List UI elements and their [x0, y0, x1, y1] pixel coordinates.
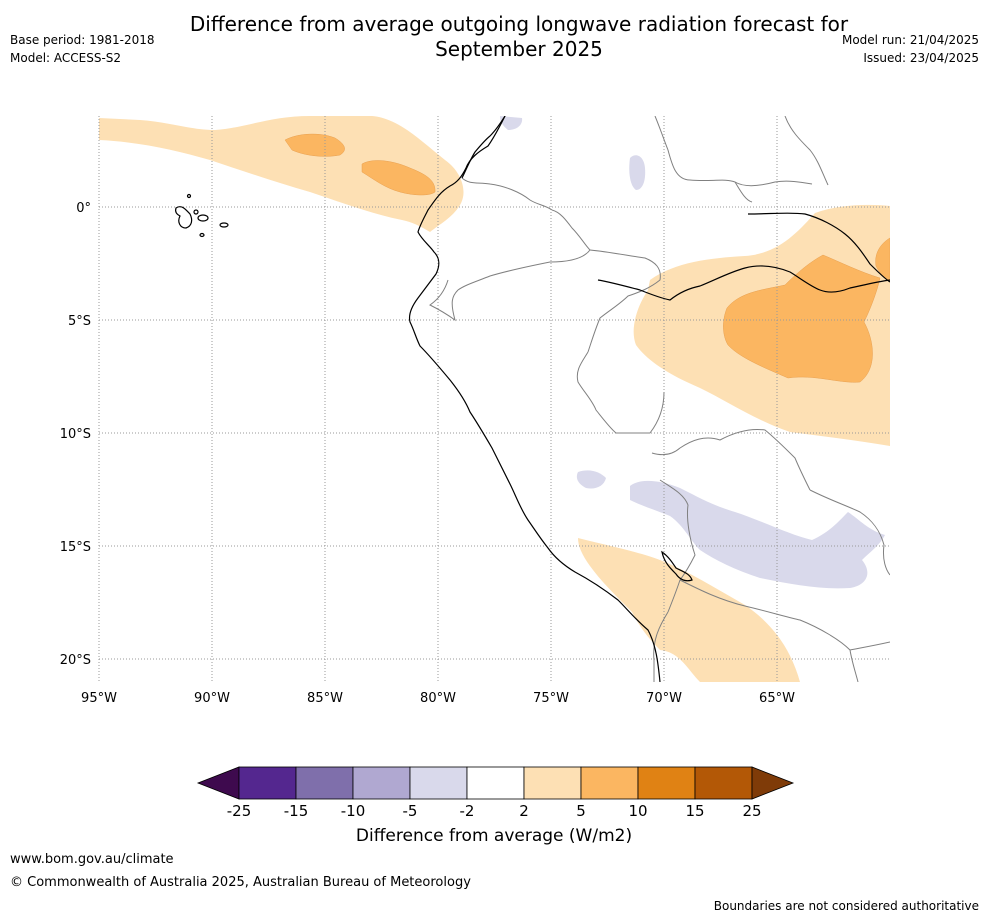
meta-right: Model run: 21/04/2025 Issued: 23/04/2025: [842, 31, 979, 67]
colorbar-swatch: [694, 766, 753, 800]
island-santiago: [193, 209, 199, 215]
border-peru-brazil: [576, 351, 665, 434]
anomaly-field: [99, 116, 890, 682]
lon-label-95w: 95°W: [81, 691, 117, 706]
lat-label-20s: 20°S: [60, 653, 91, 668]
colorbar-tick-label: -5: [403, 802, 418, 820]
colorbar-tick-label: -2: [460, 802, 475, 820]
country-borders: [429, 116, 890, 682]
border-bolivia-west: [659, 479, 696, 613]
colorbar-tick-label: 10: [628, 802, 647, 820]
coastlines: [408, 116, 890, 682]
anomaly-region-pacific-core-1: [284, 133, 345, 157]
colorbar-tick-label: 5: [576, 802, 586, 820]
lon-label-80w: 80°W: [420, 691, 456, 706]
border-colombia-venezuela: [654, 116, 753, 203]
colorbar-tick-label: 2: [519, 802, 529, 820]
lon-label-75w: 75°W: [533, 691, 569, 706]
issued-date: Issued: 23/04/2025: [863, 51, 979, 65]
colorbar-tick-label: -15: [284, 802, 309, 820]
anomaly-region-north-pacific: [99, 116, 464, 232]
colorbar-swatch: [295, 766, 354, 800]
galapagos-islands: [175, 193, 229, 238]
island-isabela: [175, 206, 193, 229]
anomaly-region-bolivia-neg: [630, 480, 885, 589]
border-chile-argentina: [653, 611, 669, 682]
longitude-labels: 95°W 90°W 85°W 80°W 75°W 70°W 65°W: [81, 691, 795, 706]
anomaly-region-south-andes: [578, 538, 800, 682]
lake-titicaca: [661, 550, 693, 582]
colorbar-swatch: [352, 766, 411, 800]
border-venezuela-brazil: [734, 180, 813, 187]
title-line-1: Difference from average outgoing longwav…: [189, 12, 849, 36]
island-floreana: [199, 232, 205, 238]
river-amazon: [597, 265, 890, 301]
title-line-2: September 2025: [435, 37, 603, 61]
lon-label-70w: 70°W: [646, 691, 682, 706]
colorbar-arrow-low: [196, 766, 240, 800]
border-peru-bolivia: [651, 429, 811, 491]
anomaly-region-amazon-core: [723, 254, 881, 383]
colorbar-swatch: [523, 766, 582, 800]
colorbar-tick-label: -25: [227, 802, 252, 820]
website-link[interactable]: www.bom.gov.au/climate: [10, 852, 174, 867]
border-bolivia-brazil-east: [809, 489, 890, 576]
border-venezuela-guyana: [784, 116, 829, 186]
colorbar-swatch: [409, 766, 468, 800]
disclaimer-text: Boundaries are not considered authoritat…: [713, 899, 979, 913]
coastline-caribbean: [461, 116, 506, 179]
lat-label-15s: 15°S: [60, 540, 91, 555]
lat-label-5s: 5°S: [68, 314, 91, 329]
border-bolivia-south: [679, 579, 859, 682]
colorbar-swatch: [466, 766, 525, 800]
model-name: Model: ACCESS-S2: [10, 51, 122, 65]
latitude-labels: 0° 5°S 10°S 15°S 20°S: [60, 201, 91, 668]
map-title: Difference from average outgoing longwav…: [160, 12, 878, 62]
colorbar-swatch: [580, 766, 639, 800]
colorbar-label: Difference from average (W/m2): [355, 826, 633, 846]
island-santa-cruz: [197, 214, 209, 222]
island-pinta: [186, 193, 192, 199]
colorbar-tick-label: -10: [341, 802, 366, 820]
river-negro: [747, 212, 890, 283]
lon-label-90w: 90°W: [194, 691, 230, 706]
coastline-pacific-south-america: [408, 116, 661, 682]
base-period: Base period: 1981-2018: [10, 33, 155, 47]
lon-label-65w: 65°W: [759, 691, 795, 706]
anomaly-region-caribbean-neg: [500, 116, 523, 130]
lon-label-85w: 85°W: [307, 691, 343, 706]
lat-label-0: 0°: [76, 201, 91, 216]
colorbar: -25 -15 -10 -5 -2 2 5 10 15 25: [196, 766, 795, 820]
model-run: Model run: 21/04/2025: [841, 33, 979, 47]
anomaly-region-pacific-core-2: [361, 160, 436, 196]
colorbar-tick-label: 25: [742, 802, 761, 820]
colorbar-swatch: [238, 766, 297, 800]
border-colombia-ecuador: [461, 177, 553, 211]
meta-left: Base period: 1981-2018 Model: ACCESS-S2: [10, 31, 155, 67]
lat-label-10s: 10°S: [60, 427, 91, 442]
border-colombia-brazil: [587, 249, 661, 353]
island-san-cristobal: [219, 222, 229, 228]
colorbar-swatch: [637, 766, 696, 800]
copyright-text: © Commonwealth of Australia 2025, Austra…: [10, 875, 471, 890]
anomaly-region-colombia-neg: [629, 155, 646, 190]
border-ecuador-peru: [429, 209, 591, 322]
colorbar-tick-label: 15: [685, 802, 704, 820]
colorbar-arrow-high: [751, 766, 795, 800]
anomaly-region-peru-neg-small: [576, 470, 606, 489]
border-argentina-paraguay: [849, 641, 890, 651]
